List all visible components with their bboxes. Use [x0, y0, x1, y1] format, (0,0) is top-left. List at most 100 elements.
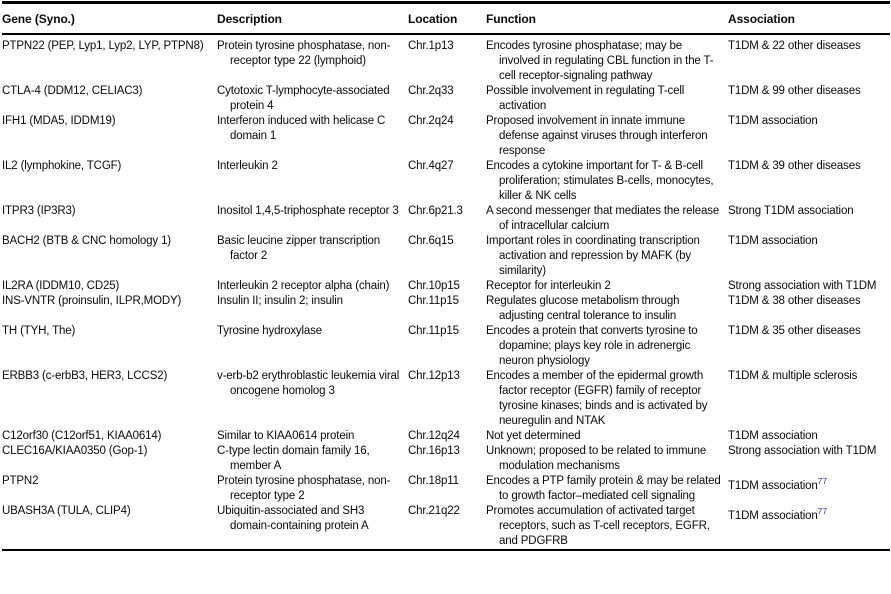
- gene-text: ERBB3 (c-erbB3, HER3, LCCS2): [2, 370, 168, 382]
- cell-function: Encodes a cytokine important for T- & B-…: [486, 159, 728, 204]
- gene-text: UBASH3A (TULA, CLIP4): [2, 505, 131, 517]
- association-label: T1DM & 99 other diseases: [728, 85, 861, 97]
- association-label: T1DM association: [728, 430, 818, 442]
- gene-association-table: Gene (Syno.) Description Location Functi…: [2, 1, 890, 551]
- cell-function: Possible involvement in regulating T-cel…: [486, 84, 728, 114]
- gene-text: TH (TYH, The): [2, 325, 76, 337]
- citation-ref[interactable]: 77: [817, 476, 828, 486]
- col-header-gene: Gene (Syno.): [2, 2, 217, 35]
- function-text: Receptor for interleukin 2: [486, 280, 611, 292]
- location-text: Chr.6q15: [408, 235, 454, 247]
- description-text: Cytotoxic T-lymphocyte-associated protei…: [217, 85, 390, 112]
- location-text: Chr.11p15: [408, 325, 459, 337]
- association-text: T1DM association: [728, 114, 890, 129]
- function-text: Important roles in coordinating transcri…: [486, 235, 700, 277]
- description-text: Ubiquitin-associated and SH3 domain-cont…: [217, 505, 369, 532]
- association-label: T1DM association: [728, 479, 818, 492]
- cell-function: Encodes a member of the epidermal growth…: [486, 369, 728, 429]
- description-text: Interleukin 2: [217, 160, 278, 172]
- function-text: Encodes a PTP family protein & may be re…: [486, 475, 721, 502]
- function-text: Encodes a cytokine important for T- & B-…: [486, 160, 714, 202]
- cell-function: Regulates glucose metabolism through adj…: [486, 294, 728, 324]
- function-text: Encodes a member of the epidermal growth…: [486, 370, 708, 427]
- association-label: T1DM association: [728, 235, 818, 247]
- cell-location: Chr.11p15: [408, 324, 486, 369]
- location-text: Chr.21q22: [408, 505, 460, 517]
- association-text: Strong association with T1DM: [728, 444, 890, 459]
- description-text: Similar to KIAA0614 protein: [217, 430, 355, 442]
- cell-location: Chr.12p13: [408, 369, 486, 429]
- gene-text: PTPN2: [2, 475, 39, 487]
- description-text: Interleukin 2 receptor alpha (chain): [217, 280, 390, 292]
- gene-text: IL2RA (IDDM10, CD25): [2, 280, 120, 292]
- association-label: T1DM & multiple sclerosis: [728, 370, 858, 382]
- gene-text: C12orf30 (C12orf51, KIAA0614): [2, 430, 162, 442]
- gene-text: BACH2 (BTB & CNC homology 1): [2, 235, 171, 247]
- association-text: T1DM & 39 other diseases: [728, 159, 890, 174]
- location-text: Chr.16p13: [408, 445, 460, 457]
- citation-ref[interactable]: 77: [817, 506, 828, 516]
- table-row: CLEC16A/KIAA0350 (Gop-1) C-type lectin d…: [2, 444, 890, 474]
- association-text: T1DM association: [728, 234, 890, 249]
- cell-gene: ITPR3 (IP3R3): [2, 204, 217, 234]
- association-label: T1DM & 38 other diseases: [728, 295, 861, 307]
- col-header-function: Function: [486, 2, 728, 35]
- cell-description: Interleukin 2: [217, 159, 408, 204]
- cell-function: Important roles in coordinating transcri…: [486, 234, 728, 279]
- function-text: A second messenger that mediates the rel…: [486, 205, 720, 232]
- gene-text: IL2 (lymphokine, TCGF): [2, 160, 122, 172]
- cell-location: Chr.6q15: [408, 234, 486, 279]
- cell-description: Similar to KIAA0614 protein: [217, 429, 408, 444]
- function-text: Possible involvement in regulating T-cel…: [486, 85, 685, 112]
- association-text: T1DM association: [728, 429, 890, 444]
- cell-description: Insulin II; insulin 2; insulin: [217, 294, 408, 324]
- table-row: ITPR3 (IP3R3) Inositol 1,4,5-triphosphat…: [2, 204, 890, 234]
- cell-location: Chr.12q24: [408, 429, 486, 444]
- cell-gene: INS-VNTR (proinsulin, ILPR,MODY): [2, 294, 217, 324]
- association-text: T1DM & multiple sclerosis: [728, 369, 890, 384]
- cell-function: Encodes a protein that converts tyrosine…: [486, 324, 728, 369]
- association-label: T1DM association: [728, 509, 818, 522]
- cell-association: T1DM & 38 other diseases: [728, 294, 890, 324]
- function-text: Unknown; proposed to be related to immun…: [486, 445, 707, 472]
- description-text: Tyrosine hydroxylase: [217, 325, 323, 337]
- association-text: T1DM & 38 other diseases: [728, 294, 890, 309]
- gene-text: ITPR3 (IP3R3): [2, 205, 76, 217]
- description-text: Insulin II; insulin 2; insulin: [217, 295, 343, 307]
- cell-function: Encodes a PTP family protein & may be re…: [486, 474, 728, 504]
- table-row: IL2 (lymphokine, TCGF) Interleukin 2 Chr…: [2, 159, 890, 204]
- association-text: T1DM & 35 other diseases: [728, 324, 890, 339]
- cell-description: Cytotoxic T-lymphocyte-associated protei…: [217, 84, 408, 114]
- cell-description: Protein tyrosine phosphatase, non-recept…: [217, 34, 408, 84]
- association-text: Strong T1DM association: [728, 204, 890, 219]
- cell-location: Chr.18p11: [408, 474, 486, 504]
- cell-gene: CLEC16A/KIAA0350 (Gop-1): [2, 444, 217, 474]
- association-label: T1DM & 35 other diseases: [728, 325, 861, 337]
- cell-description: v-erb-b2 erythroblastic leukemia viral o…: [217, 369, 408, 429]
- cell-association: T1DM & 39 other diseases: [728, 159, 890, 204]
- gene-text: IFH1 (MDA5, IDDM19): [2, 115, 116, 127]
- cell-association: T1DM & 99 other diseases: [728, 84, 890, 114]
- cell-function: Receptor for interleukin 2: [486, 279, 728, 294]
- function-text: Not yet determined: [486, 430, 581, 442]
- cell-association: Strong T1DM association: [728, 204, 890, 234]
- cell-description: Basic leucine zipper transcription facto…: [217, 234, 408, 279]
- location-text: Chr.2q33: [408, 85, 454, 97]
- cell-function: Encodes tyrosine phosphatase; may be inv…: [486, 34, 728, 84]
- table-body: PTPN22 (PEP, Lyp1, Lyp2, LYP, PTPN8) Pro…: [2, 34, 890, 550]
- cell-location: Chr.21q22: [408, 504, 486, 550]
- table-row: IFH1 (MDA5, IDDM19) Interferon induced w…: [2, 114, 890, 159]
- cell-location: Chr.2q24: [408, 114, 486, 159]
- association-label: Strong T1DM association: [728, 205, 854, 217]
- col-header-association: Association: [728, 2, 890, 35]
- cell-gene: ERBB3 (c-erbB3, HER3, LCCS2): [2, 369, 217, 429]
- association-text: T1DM & 22 other diseases: [728, 39, 890, 54]
- association-label: T1DM & 22 other diseases: [728, 40, 861, 52]
- association-text: T1DM association77: [728, 474, 890, 494]
- cell-association: T1DM association: [728, 234, 890, 279]
- location-text: Chr.12q24: [408, 430, 460, 442]
- location-text: Chr.12p13: [408, 370, 460, 382]
- location-text: Chr.2q24: [408, 115, 454, 127]
- cell-gene: PTPN22 (PEP, Lyp1, Lyp2, LYP, PTPN8): [2, 34, 217, 84]
